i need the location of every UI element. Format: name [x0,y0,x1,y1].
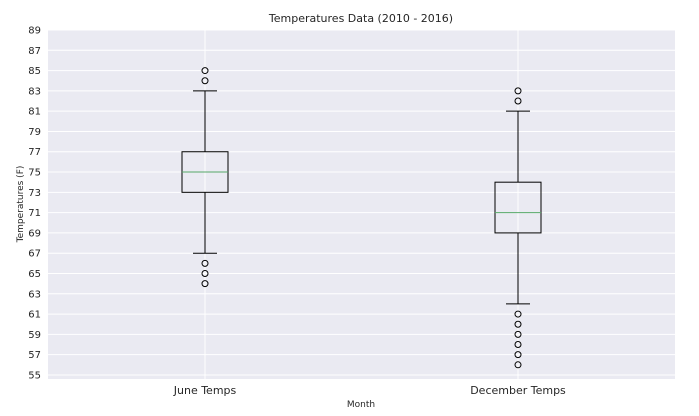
y-tick-label: 81 [28,107,41,118]
outlier-point [514,320,522,328]
x-axis-title: Month [347,400,375,410]
y-tick-labels: 55 57 59 61 63 65 67 69 71 73 75 77 79 81 83 85 87 89 [28,26,41,382]
y-tick-label: 77 [28,147,41,158]
y-tick-label: 75 [28,168,41,179]
outlier-point [201,77,209,85]
y-axis-title: Temperatures (F) [16,166,26,244]
outlier-point [514,351,522,359]
x-tick-labels: June Temps December Temps [173,384,566,397]
outlier-point [514,330,522,338]
grid-lines [48,29,675,379]
y-tick-label: 85 [28,66,41,77]
plot-area [48,30,675,379]
y-tick-label: 63 [28,289,41,300]
outlier-point [514,87,522,95]
y-tick-label: 61 [28,310,41,321]
outlier-point [514,341,522,349]
y-tick-label: 57 [28,350,41,361]
chart-title: Temperatures Data (2010 - 2016) [268,12,453,25]
box-group-december [494,87,542,369]
iqr-box [494,181,542,234]
outlier-point [514,361,522,369]
y-tick-label: 71 [28,208,41,219]
outlier-point [201,269,209,277]
x-tick-label: June Temps [173,384,237,397]
y-tick-label: 55 [28,370,41,381]
boxes [181,67,542,369]
y-tick-label: 67 [28,249,41,260]
y-tick-label: 87 [28,46,41,57]
y-tick-label: 79 [28,127,41,138]
y-tick-label: 89 [28,26,41,37]
y-tick-label: 69 [28,228,41,239]
y-tick-label: 59 [28,330,41,341]
y-tick-label: 65 [28,269,41,280]
y-tick-label: 83 [28,86,41,97]
box-group-june [181,67,229,288]
outlier-point [201,67,209,75]
x-tick-label: December Temps [470,384,566,397]
outlier-point [514,97,522,105]
y-tick-label: 73 [28,188,41,199]
outlier-point [201,259,209,267]
outlier-point [514,310,522,318]
outlier-point [201,280,209,288]
